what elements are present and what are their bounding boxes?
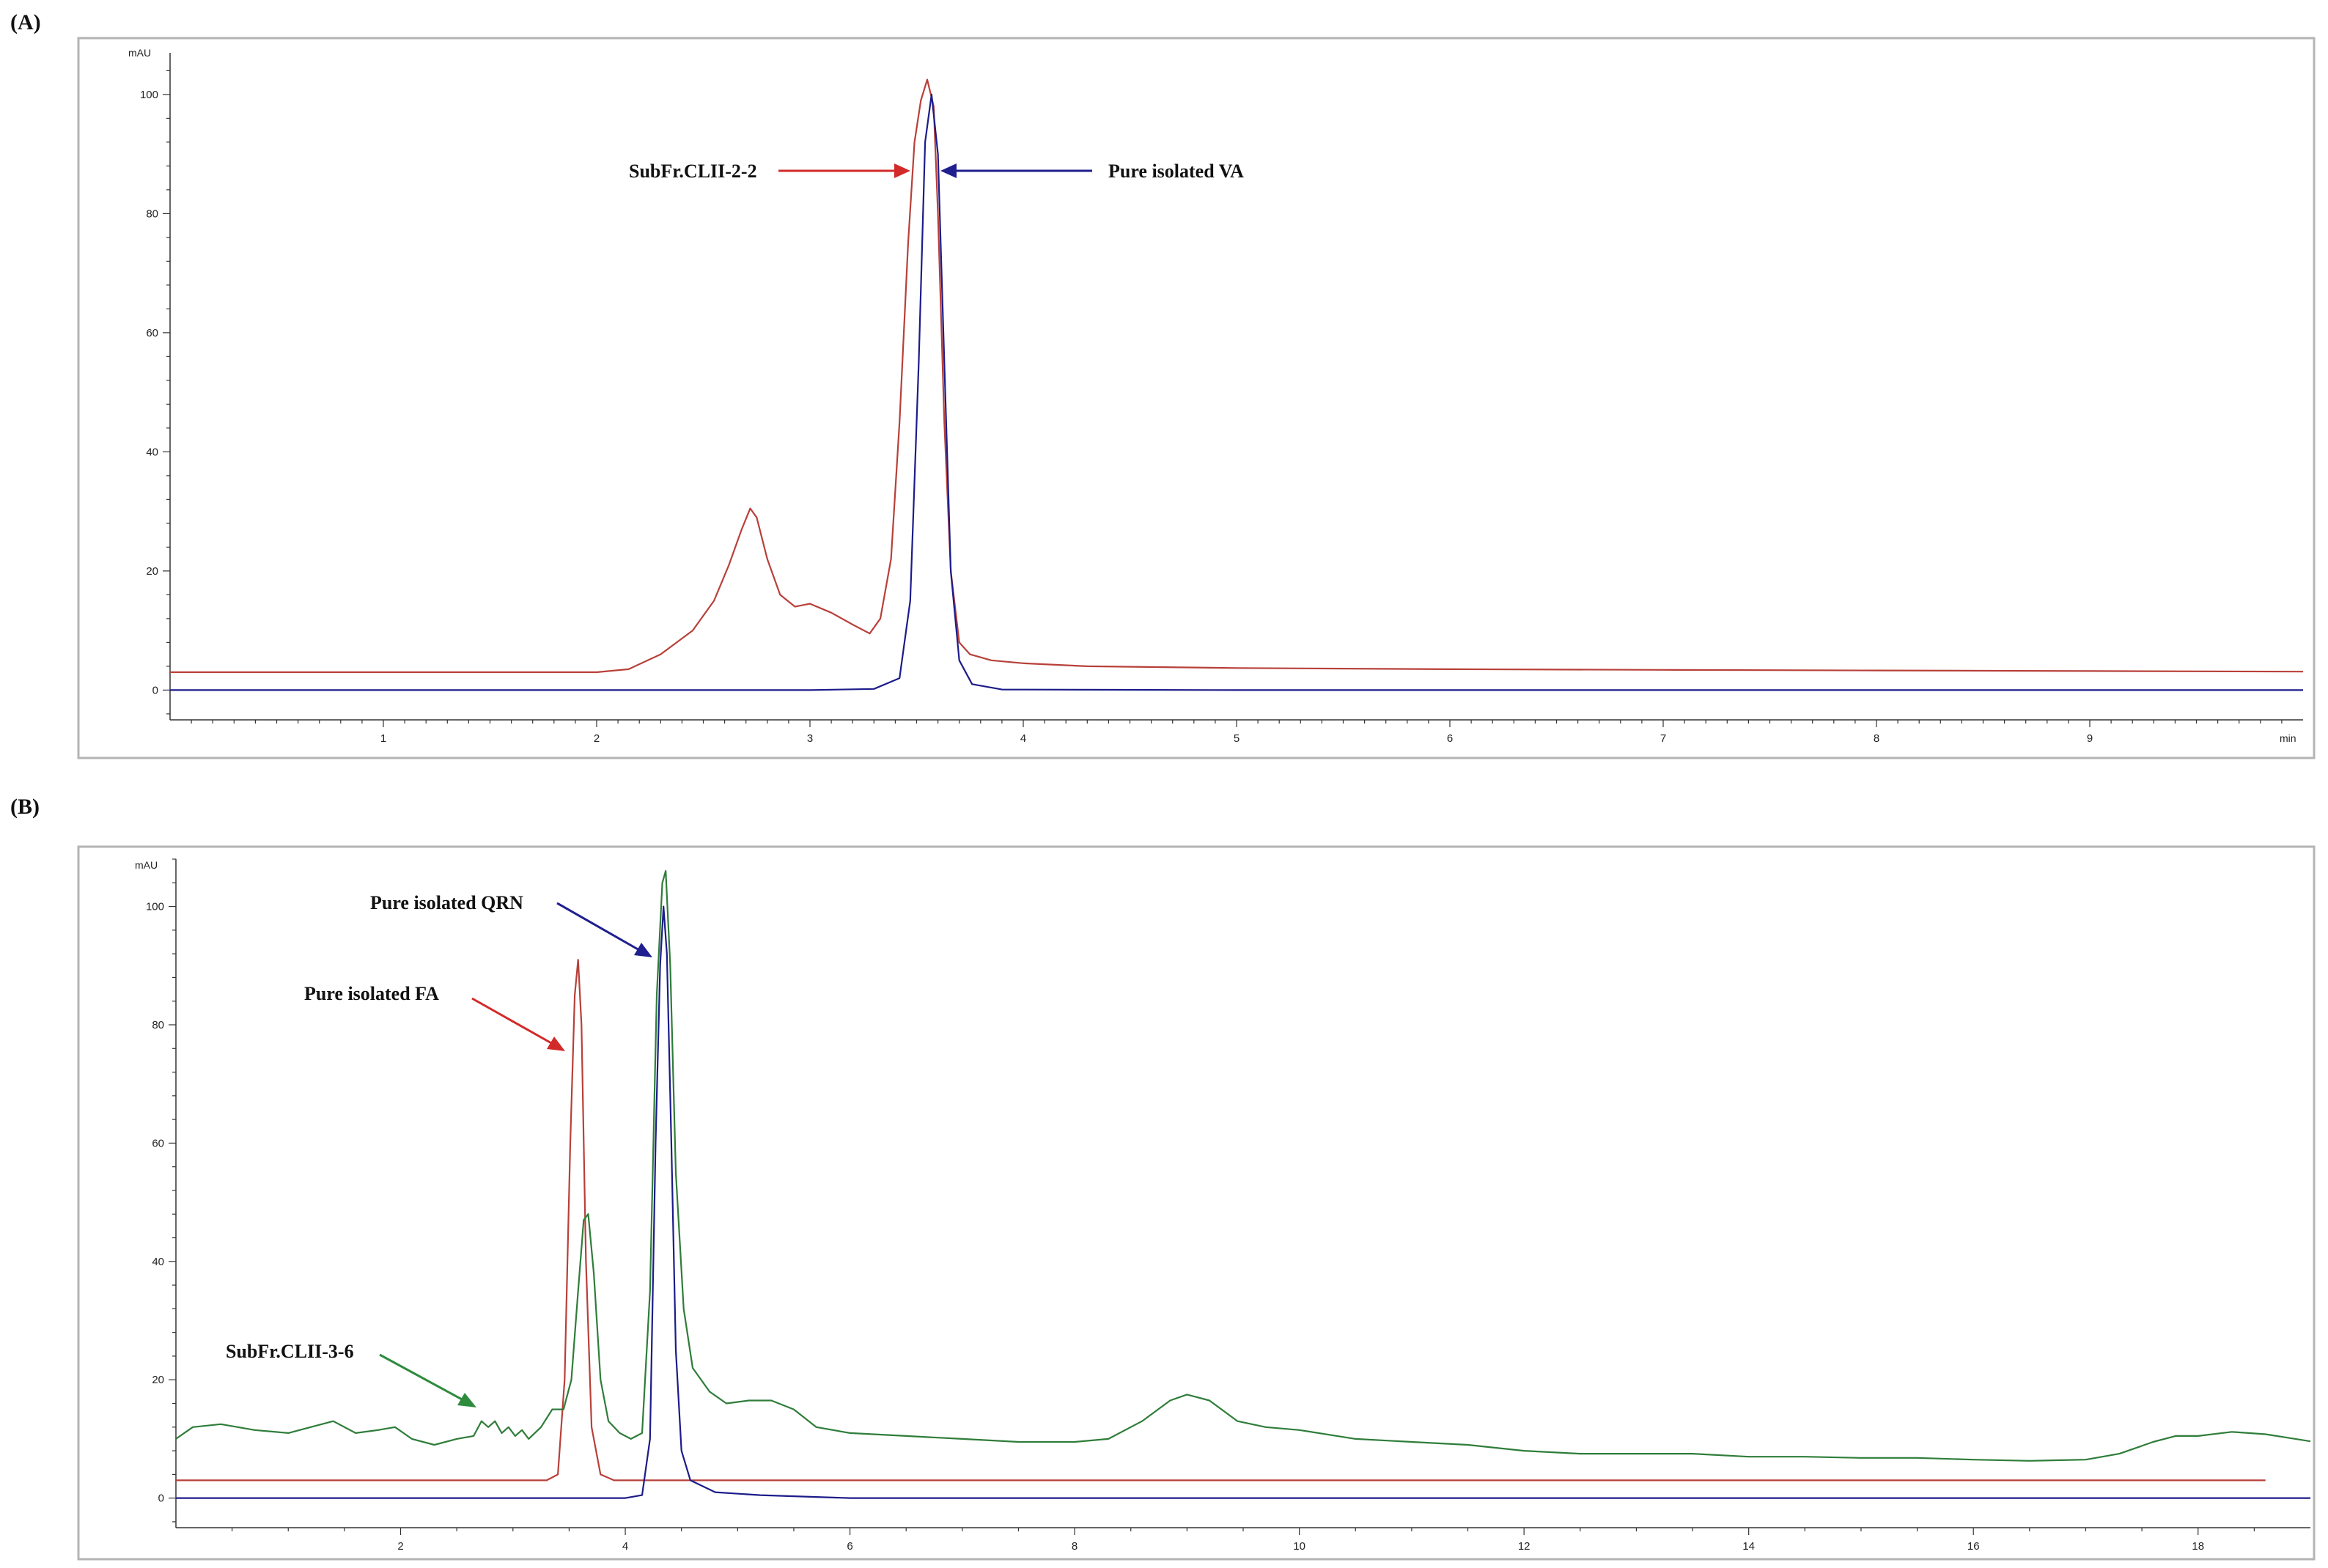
panel-b-trace-subfr-clii-3-6 <box>175 870 2311 1462</box>
panel-b-x-tick-label: 16 <box>1967 1540 1980 1553</box>
panel-a-axes: 0 20 40 60 80 100 1 2 3 4 5 6 7 8 9 <box>140 53 2303 745</box>
panel-a-x-tick-label: 9 <box>2087 732 2093 745</box>
panel-a-x-tick-label: 8 <box>1874 732 1879 745</box>
annotation-subfr-clii-2-2: SubFr.CLII-2-2 <box>629 161 757 182</box>
panel-b-y-tick-label: 100 <box>146 901 164 913</box>
panel-b-axes: 0 20 40 60 80 100 2 4 6 8 10 12 14 16 18 <box>146 858 2310 1553</box>
panel-b-y-tick-label: 80 <box>152 1019 164 1031</box>
panel-b-x-tick-label: 14 <box>1742 1540 1755 1553</box>
annotation-arrow-pure-isolated-va <box>940 163 1092 178</box>
panel-a-x-unit: min <box>2280 732 2296 744</box>
panel-a-x-tick-label: 6 <box>1447 732 1453 745</box>
panel-b-x-tick-label: 8 <box>1072 1540 1078 1553</box>
panel-a-trace-subfr-clii-2-2 <box>170 78 2304 674</box>
panel-a-traces <box>170 78 2304 691</box>
panel-a-y-tick-label: 40 <box>146 446 158 458</box>
panel-b-x-tick-label: 10 <box>1293 1540 1305 1553</box>
panel-a-plot-area <box>170 53 2303 720</box>
panel-a-x-tick-label: 1 <box>380 732 386 745</box>
panel-a-y-tick-label: 20 <box>146 565 158 578</box>
panel-a-y-tick-label: 80 <box>146 207 158 220</box>
panel-b-plot-area <box>176 859 2310 1528</box>
annotation-pure-isolated-qrn: Pure isolated QRN <box>370 892 523 913</box>
panel-a-x-tick-label: 4 <box>1020 732 1026 745</box>
panel-a-x-tick-label: 3 <box>807 732 813 745</box>
panel-b-y-tick-label: 60 <box>152 1137 164 1149</box>
panel-b: (B) 0 20 40 60 80 100 2 4 6 8 10 12 14 16 18 mAU Pure … <box>10 795 2316 1561</box>
annotation-arrow-subfr-clii-3-6 <box>379 1353 476 1407</box>
panel-a-y-tick-label: 60 <box>146 327 158 339</box>
panel-b-traces <box>175 870 2311 1499</box>
panel-b-trace-pure-isolated-fa <box>176 959 2266 1481</box>
panel-b-label: (B) <box>10 795 40 819</box>
panel-a-x-tick-label: 2 <box>594 732 600 745</box>
annotation-subfr-clii-3-6: SubFr.CLII-3-6 <box>226 1341 354 1362</box>
panel-b-x-tick-label: 2 <box>397 1540 403 1553</box>
annotation-arrow-pure-isolated-fa <box>471 997 565 1051</box>
panel-a-y-tick-label: 0 <box>152 684 158 696</box>
panel-a-x-tick-label: 5 <box>1234 732 1239 745</box>
annotation-arrow-pure-isolated-qrn <box>556 902 652 957</box>
panel-a-y-tick-label: 100 <box>140 89 158 101</box>
panel-b-x-tick-label: 18 <box>2192 1540 2204 1553</box>
panel-b-x-tick-label: 6 <box>847 1540 852 1553</box>
panel-b-y-tick-label: 0 <box>158 1492 164 1505</box>
annotation-pure-isolated-va: Pure isolated VA <box>1108 161 1244 182</box>
panel-a-x-tick-label: 7 <box>1660 732 1666 745</box>
panel-a-y-unit: mAU <box>128 47 151 59</box>
panel-b-y-tick-label: 40 <box>152 1256 164 1268</box>
panel-b-y-tick-label: 20 <box>152 1374 164 1386</box>
panel-b-y-unit: mAU <box>135 859 158 871</box>
annotation-pure-isolated-fa: Pure isolated FA <box>304 983 439 1004</box>
panel-b-x-tick-label: 4 <box>622 1540 628 1553</box>
panel-a: (A) 0 20 40 60 80 100 1 2 3 4 5 6 7 8 9 mAU min SubFr.… <box>10 10 2316 759</box>
annotation-arrow-subfr-clii-2-2 <box>778 163 910 178</box>
panel-b-x-tick-label: 12 <box>1518 1540 1530 1553</box>
panel-b-trace-pure-isolated-qrn <box>176 905 2310 1499</box>
panel-a-label: (A) <box>10 10 41 34</box>
panel-a-trace-pure-isolated-va <box>170 93 2303 691</box>
